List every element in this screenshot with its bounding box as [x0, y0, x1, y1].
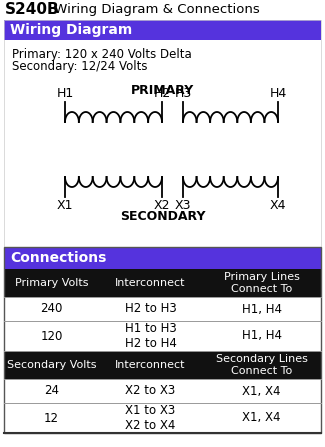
Text: Secondary: 12/24 Volts: Secondary: 12/24 Volts	[12, 60, 148, 73]
Text: S240B: S240B	[5, 3, 59, 17]
Bar	[4, 379, 321, 403]
Text: PRIMARY: PRIMARY	[131, 84, 194, 97]
Text: Wiring Diagram: Wiring Diagram	[10, 23, 132, 37]
Text: H2 to H3: H2 to H3	[124, 303, 176, 316]
Text: H1, H4: H1, H4	[241, 303, 281, 316]
Text: Primary Lines
Connect To: Primary Lines Connect To	[224, 272, 299, 294]
Bar	[4, 403, 321, 433]
Text: Interconnect: Interconnect	[115, 278, 186, 288]
Text: Primary: 120 x 240 Volts Delta: Primary: 120 x 240 Volts Delta	[12, 48, 192, 61]
Bar	[4, 20, 321, 247]
Text: X2 to X3: X2 to X3	[125, 384, 176, 397]
Text: X3: X3	[175, 199, 191, 212]
Text: Secondary Volts: Secondary Volts	[7, 360, 96, 370]
Text: Wiring Diagram & Connections: Wiring Diagram & Connections	[50, 4, 260, 17]
Text: 24: 24	[44, 384, 59, 397]
Text: X4: X4	[270, 199, 286, 212]
Bar	[4, 20, 321, 40]
Text: X1: X1	[57, 199, 73, 212]
Bar	[4, 269, 321, 297]
Text: X1, X4: X1, X4	[242, 384, 281, 397]
Text: H1, H4: H1, H4	[241, 329, 281, 342]
Text: 240: 240	[40, 303, 63, 316]
Text: X1 to X3
X2 to X4: X1 to X3 X2 to X4	[125, 404, 176, 432]
Text: X2: X2	[154, 199, 170, 212]
Text: Secondary Lines
Connect To: Secondary Lines Connect To	[215, 354, 307, 376]
Text: 120: 120	[40, 329, 63, 342]
Bar	[4, 247, 321, 433]
Text: H4: H4	[269, 87, 287, 100]
Text: H3: H3	[175, 87, 192, 100]
Text: H2: H2	[153, 87, 171, 100]
Bar	[4, 321, 321, 351]
Bar	[4, 247, 321, 269]
Text: H1 to H3
H2 to H4: H1 to H3 H2 to H4	[124, 322, 176, 350]
Text: Primary Volts: Primary Volts	[15, 278, 88, 288]
Text: X1, X4: X1, X4	[242, 412, 281, 425]
Bar	[4, 72, 321, 247]
Text: 12: 12	[44, 412, 59, 425]
Bar	[4, 351, 321, 379]
Text: H1: H1	[56, 87, 74, 100]
Bar	[4, 297, 321, 321]
Text: Interconnect: Interconnect	[115, 360, 186, 370]
Text: SECONDARY: SECONDARY	[120, 210, 205, 223]
Text: Connections: Connections	[10, 251, 106, 265]
Bar	[0, 0, 325, 20]
